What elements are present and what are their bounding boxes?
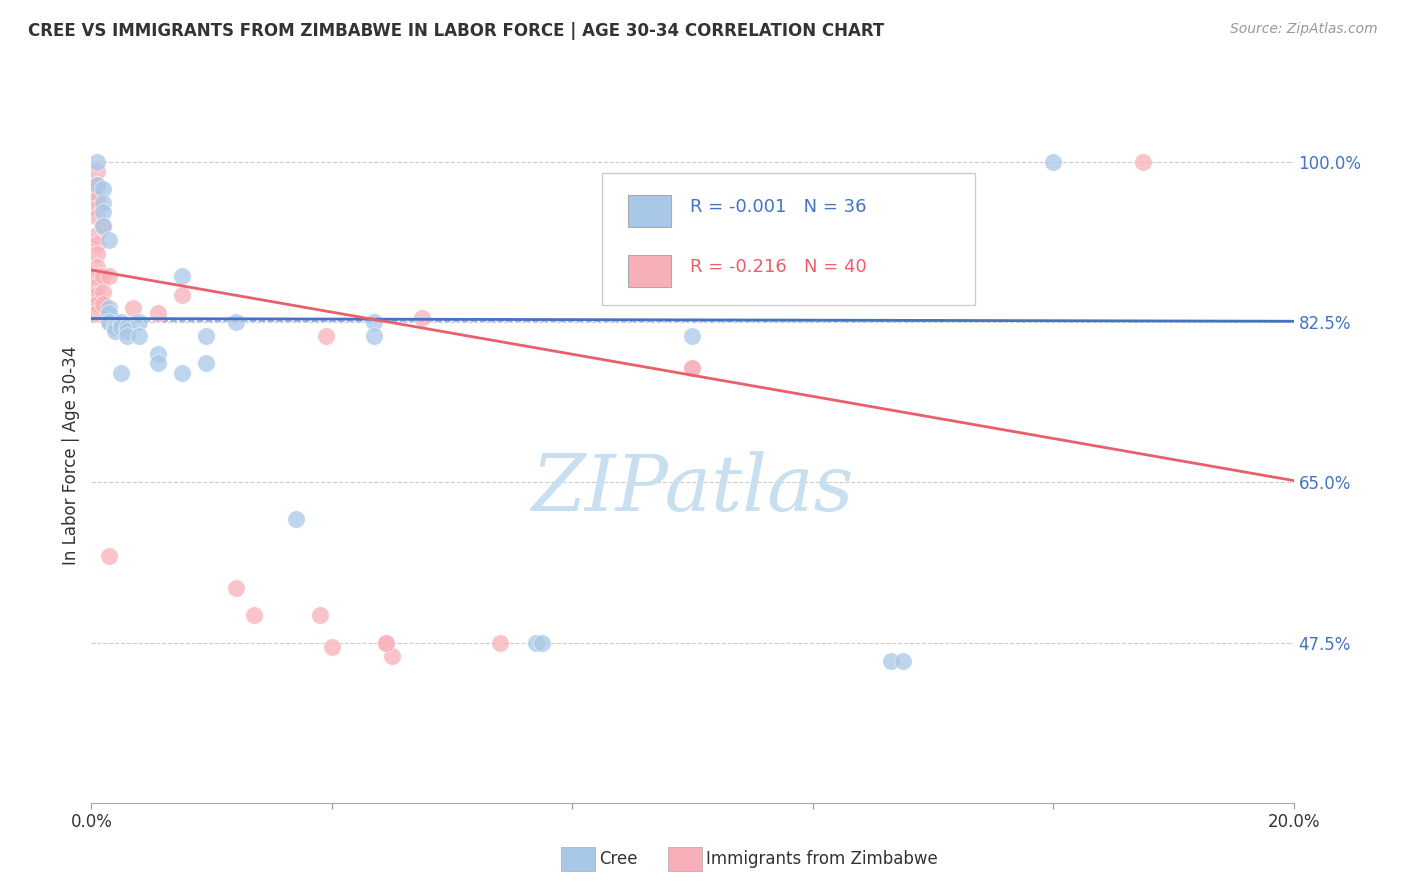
Point bbox=[110, 319, 132, 334]
Point bbox=[117, 329, 139, 343]
Point bbox=[86, 260, 108, 275]
Point bbox=[524, 635, 547, 649]
Text: Immigrants from Zimbabwe: Immigrants from Zimbabwe bbox=[706, 850, 938, 868]
Point bbox=[146, 356, 169, 370]
Point bbox=[315, 329, 337, 343]
Point bbox=[363, 315, 385, 329]
Point bbox=[489, 635, 512, 649]
Point bbox=[381, 649, 404, 664]
Point bbox=[86, 269, 108, 284]
FancyBboxPatch shape bbox=[602, 173, 974, 305]
Point bbox=[104, 324, 127, 338]
Point bbox=[93, 182, 115, 196]
Point bbox=[128, 329, 150, 343]
Point bbox=[98, 306, 121, 320]
Point bbox=[170, 269, 193, 284]
Point bbox=[98, 549, 121, 563]
Point bbox=[93, 219, 115, 233]
Text: ZIPatlas: ZIPatlas bbox=[531, 451, 853, 528]
Point bbox=[681, 361, 703, 376]
Point bbox=[98, 233, 121, 247]
Point bbox=[104, 315, 127, 329]
Point bbox=[93, 269, 115, 284]
Point bbox=[86, 178, 108, 192]
Point bbox=[110, 315, 132, 329]
Point bbox=[93, 219, 115, 233]
Point bbox=[891, 654, 914, 668]
Point bbox=[321, 640, 343, 655]
Y-axis label: In Labor Force | Age 30-34: In Labor Force | Age 30-34 bbox=[62, 345, 80, 565]
Point bbox=[170, 366, 193, 380]
Point bbox=[225, 315, 247, 329]
Point bbox=[86, 306, 108, 320]
Point bbox=[104, 319, 127, 334]
Point bbox=[86, 201, 108, 215]
Text: Cree: Cree bbox=[599, 850, 637, 868]
Point bbox=[98, 315, 121, 329]
Point bbox=[110, 366, 132, 380]
Text: Source: ZipAtlas.com: Source: ZipAtlas.com bbox=[1230, 22, 1378, 37]
Point bbox=[86, 178, 108, 192]
Point bbox=[363, 329, 385, 343]
Point bbox=[86, 164, 108, 178]
Text: R = -0.001   N = 36: R = -0.001 N = 36 bbox=[690, 198, 866, 216]
Point bbox=[170, 287, 193, 301]
Point bbox=[411, 310, 433, 325]
FancyBboxPatch shape bbox=[627, 195, 671, 227]
Text: R = -0.216   N = 40: R = -0.216 N = 40 bbox=[690, 259, 868, 277]
FancyBboxPatch shape bbox=[627, 255, 671, 287]
Point bbox=[284, 512, 307, 526]
Point bbox=[86, 287, 108, 301]
Point bbox=[86, 155, 108, 169]
Point bbox=[86, 210, 108, 224]
Text: CREE VS IMMIGRANTS FROM ZIMBABWE IN LABOR FORCE | AGE 30-34 CORRELATION CHART: CREE VS IMMIGRANTS FROM ZIMBABWE IN LABO… bbox=[28, 22, 884, 40]
Point bbox=[681, 329, 703, 343]
Point bbox=[880, 654, 903, 668]
Point bbox=[146, 347, 169, 361]
Point bbox=[681, 361, 703, 376]
Point bbox=[86, 187, 108, 202]
Point bbox=[194, 329, 217, 343]
Point bbox=[128, 315, 150, 329]
Point bbox=[86, 237, 108, 252]
Point bbox=[86, 228, 108, 243]
Point bbox=[104, 319, 127, 334]
Point bbox=[86, 192, 108, 206]
Point bbox=[93, 285, 115, 299]
Point bbox=[98, 269, 121, 284]
Point bbox=[117, 324, 139, 338]
Point bbox=[86, 246, 108, 260]
Point bbox=[117, 319, 139, 334]
Point bbox=[98, 315, 121, 329]
Point bbox=[225, 581, 247, 595]
Point bbox=[242, 608, 264, 623]
Point bbox=[146, 306, 169, 320]
Point bbox=[93, 196, 115, 211]
Point bbox=[1042, 155, 1064, 169]
Point bbox=[308, 608, 330, 623]
Point bbox=[86, 278, 108, 293]
Point bbox=[374, 635, 396, 649]
Point bbox=[531, 635, 554, 649]
Point bbox=[1132, 155, 1154, 169]
Point bbox=[93, 297, 115, 311]
Point bbox=[374, 635, 396, 649]
Point bbox=[194, 356, 217, 370]
Point bbox=[98, 301, 121, 316]
Point bbox=[86, 297, 108, 311]
Point bbox=[122, 301, 145, 316]
Point bbox=[93, 205, 115, 219]
